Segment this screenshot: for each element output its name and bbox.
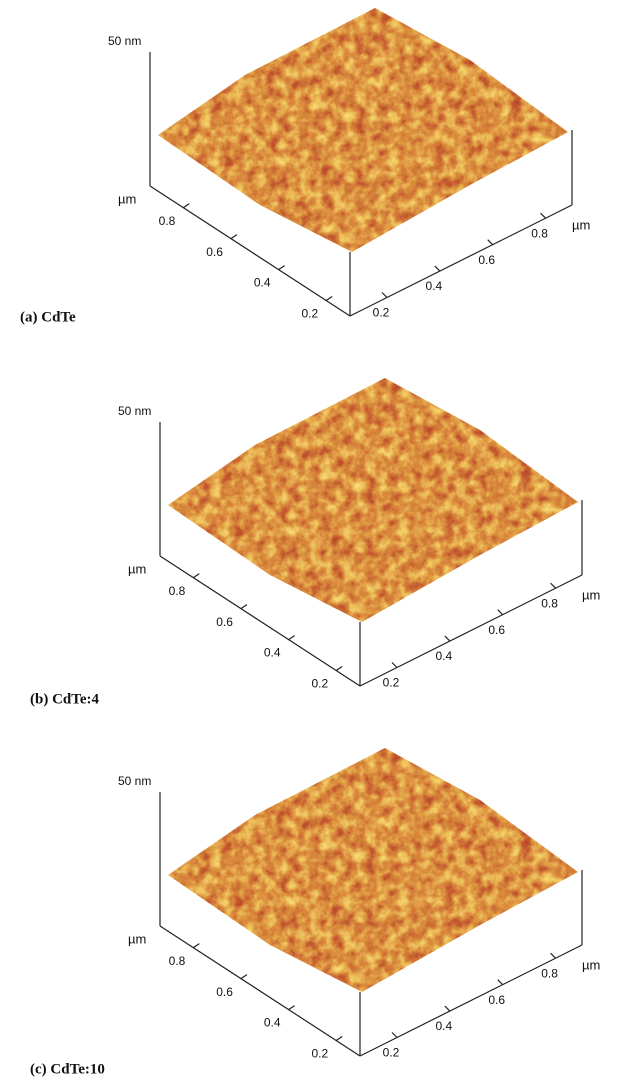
left-tick: [193, 574, 199, 578]
right-tick: [551, 583, 556, 588]
right-unit: µm: [582, 587, 600, 602]
right-tick: [551, 953, 556, 958]
left-tick-label: 0.6: [216, 985, 233, 999]
left-tick-label: 0.4: [254, 276, 271, 290]
right-tick: [445, 1006, 450, 1011]
right-tick: [541, 213, 546, 218]
left-tick-label: 0.8: [169, 954, 186, 968]
afm-surface: [150, 0, 580, 260]
right-tick: [445, 636, 450, 641]
right-unit: µm: [572, 217, 590, 232]
surface-group: [160, 370, 590, 630]
left-tick: [231, 235, 237, 239]
left-unit: µm: [128, 931, 146, 946]
left-tick-label: 0.2: [312, 1047, 329, 1061]
surface-group: [160, 740, 590, 1000]
left-tick-label: 0.6: [206, 245, 223, 259]
left-unit: µm: [118, 191, 136, 206]
afm-panel: 50 nm (b) CdTe:4 µm µm 0.8 0.6 0.4 0.2 0.2 0.4 0.6…: [30, 370, 600, 707]
left-tick-label: 0.2: [302, 307, 319, 321]
left-tick: [289, 1006, 295, 1010]
afm-surface: [160, 740, 590, 1000]
right-tick-label: 0.8: [541, 966, 558, 980]
left-tick: [326, 297, 332, 301]
left-tick: [336, 1037, 342, 1041]
right-tick-label: 0.2: [383, 676, 400, 690]
figure: 50 nm (a) CdTe µm µm 0.8 0.6 0.4 0.2 0.2 0.4 0.6 0.…: [0, 0, 622, 1079]
right-tick-label: 0.6: [488, 993, 505, 1007]
left-tick: [241, 605, 247, 609]
right-tick-label: 0.2: [383, 1046, 400, 1060]
panel-label: (c) CdTe:10: [30, 1061, 105, 1077]
left-tick: [336, 667, 342, 671]
right-tick: [498, 610, 503, 615]
right-tick: [382, 293, 387, 298]
right-tick: [498, 980, 503, 985]
right-unit: µm: [582, 957, 600, 972]
right-tick: [488, 240, 493, 245]
right-tick: [392, 663, 397, 668]
left-tick: [279, 266, 285, 270]
left-tick: [183, 204, 189, 208]
left-tick-label: 0.8: [169, 584, 186, 598]
left-tick-label: 0.4: [264, 646, 281, 660]
left-tick: [241, 975, 247, 979]
panel-label: (b) CdTe:4: [30, 691, 100, 707]
right-tick-label: 0.6: [488, 623, 505, 637]
right-tick-label: 0.6: [478, 253, 495, 267]
right-tick-label: 0.8: [541, 596, 558, 610]
left-tick-label: 0.8: [159, 214, 176, 228]
left-unit: µm: [128, 561, 146, 576]
left-tick: [289, 636, 295, 640]
right-tick-label: 0.2: [373, 306, 390, 320]
afm-panel: 50 nm (c) CdTe:10 µm µm 0.8 0.6 0.4 0.2 0.2 0.4 0.…: [30, 740, 600, 1077]
right-tick-label: 0.8: [531, 226, 548, 240]
z-label: 50 nm: [118, 404, 151, 418]
right-tick: [435, 266, 440, 271]
z-label: 50 nm: [108, 34, 141, 48]
left-tick: [193, 944, 199, 948]
right-tick-label: 0.4: [426, 279, 443, 293]
right-tick: [392, 1033, 397, 1038]
surface-group: [150, 0, 580, 260]
right-tick-label: 0.4: [436, 649, 453, 663]
afm-panel: 50 nm (a) CdTe µm µm 0.8 0.6 0.4 0.2 0.2 0.4 0.6 0.…: [20, 0, 590, 325]
right-tick-label: 0.4: [436, 1019, 453, 1033]
left-tick-label: 0.2: [312, 677, 329, 691]
z-label: 50 nm: [118, 774, 151, 788]
afm-surface: [160, 370, 590, 630]
left-tick-label: 0.6: [216, 615, 233, 629]
left-tick-label: 0.4: [264, 1016, 281, 1030]
panel-label: (a) CdTe: [20, 309, 76, 325]
